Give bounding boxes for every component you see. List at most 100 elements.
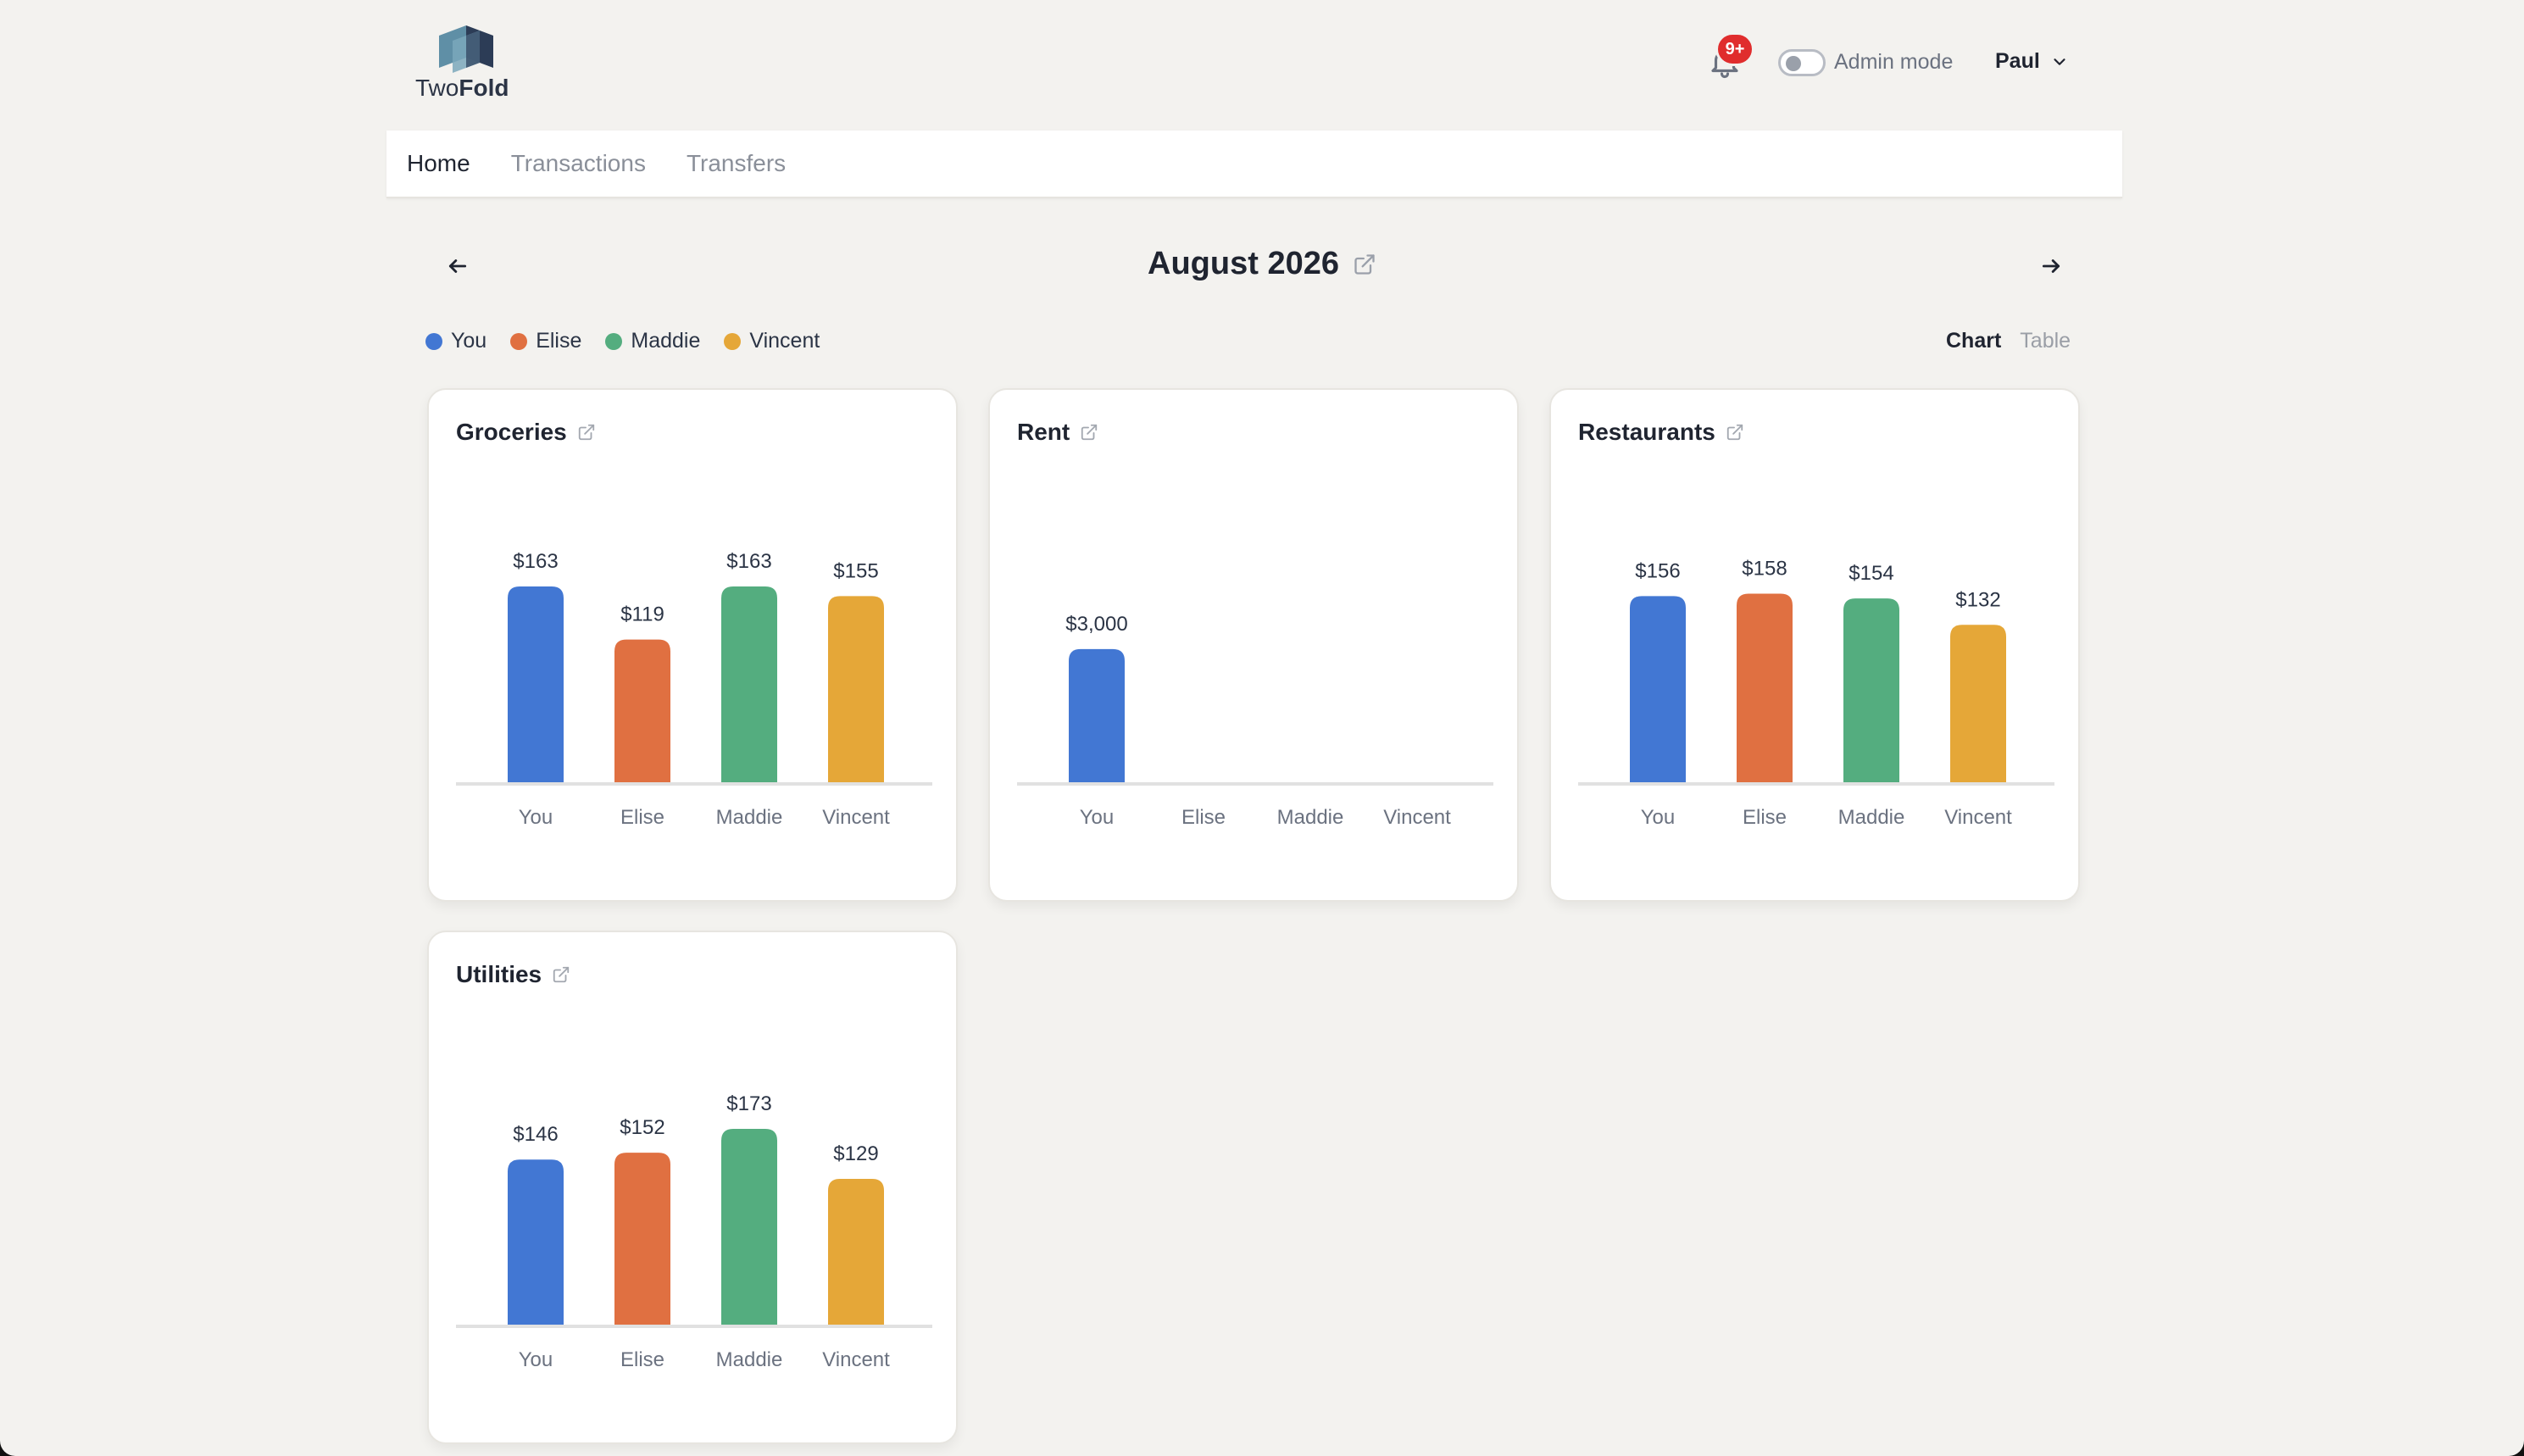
bar-value-label: $132: [1955, 588, 2000, 611]
x-tick-label: Maddie: [716, 1348, 783, 1371]
external-link-icon[interactable]: [577, 423, 596, 442]
legend-label: Elise: [536, 329, 582, 353]
bar-value-label: $156: [1635, 559, 1680, 582]
utilities-bar-chart: $146 You $152 Elise $173 Maddie $129 Vincent: [456, 1092, 932, 1371]
admin-mode-label: Admin mode: [1834, 50, 1954, 74]
arrow-left-icon: [448, 259, 467, 273]
chart-bar[interactable]: [828, 596, 884, 783]
x-tick-label: You: [519, 806, 553, 829]
x-tick-label: You: [1080, 806, 1115, 829]
rent-bar-chart: $3,000 You Elise Maddie Vincent: [1017, 613, 1493, 829]
legend: You Elise Maddie Vincent: [425, 329, 820, 353]
legend-label: Maddie: [631, 329, 701, 353]
chart-bar[interactable]: [508, 586, 564, 783]
legend-dot: [724, 332, 742, 350]
legend-item-maddie: Maddie: [605, 329, 700, 353]
bar-value-label: $3,000: [1065, 613, 1127, 636]
app-logo[interactable]: TwoFold: [415, 24, 525, 103]
chart-bar[interactable]: [1950, 625, 2006, 783]
category-card-groceries: Groceries $163 You $119 Elise $163 Maddie $155…: [427, 388, 958, 902]
card-header: Restaurants: [1578, 419, 1744, 446]
chart-bar[interactable]: [614, 1153, 670, 1325]
groceries-bar-chart: $163 You $119 Elise $163 Maddie $155 Vincent: [456, 550, 932, 829]
x-tick-label: Maddie: [716, 806, 783, 829]
legend-label: Vincent: [749, 329, 820, 353]
chart-bar[interactable]: [508, 1159, 564, 1325]
bar-value-label: $152: [620, 1116, 664, 1139]
card-title: Groceries: [456, 419, 567, 445]
restaurants-bar-chart: $156 You $158 Elise $154 Maddie $132 Vincent: [1578, 557, 2054, 829]
bar-value-label: $173: [726, 1092, 771, 1115]
logo-icon: [439, 25, 493, 73]
legend-item-you: You: [425, 329, 486, 353]
chart-bar[interactable]: [721, 1129, 777, 1325]
toggle-knob: [1786, 56, 1801, 71]
chart-bar[interactable]: [828, 1179, 884, 1325]
external-link-icon[interactable]: [1726, 423, 1744, 442]
chart-bar[interactable]: [1843, 598, 1899, 783]
card-title: Utilities: [456, 961, 542, 987]
external-link-icon[interactable]: [1353, 253, 1376, 276]
legend-dot: [605, 332, 623, 350]
x-tick-label: You: [519, 1348, 553, 1371]
external-link-icon[interactable]: [1080, 423, 1098, 442]
arrow-right-icon: [2042, 259, 2060, 273]
tab-transfers[interactable]: Transfers: [686, 150, 787, 176]
month-header: August 2026: [0, 246, 2524, 282]
chart-bar[interactable]: [1069, 648, 1125, 783]
chart-bar[interactable]: [614, 639, 670, 783]
bar-value-label: $163: [726, 550, 771, 573]
legend-item-elise: Elise: [510, 329, 581, 353]
legend-item-vincent: Vincent: [724, 329, 820, 353]
x-tick-label: Vincent: [822, 806, 890, 829]
next-month-button[interactable]: [2034, 251, 2068, 281]
legend-label: You: [451, 329, 487, 353]
external-link-icon[interactable]: [552, 965, 570, 984]
chart-bar[interactable]: [1630, 596, 1686, 783]
category-card-rent: Rent $3,000 You Elise Maddie Vincent: [988, 388, 1519, 902]
previous-month-button[interactable]: [441, 251, 475, 281]
window-corner-bottom-left: [0, 1425, 31, 1456]
category-card-restaurants: Restaurants $156 You $158 Elise $154 Maddie $1…: [1549, 388, 2080, 902]
view-toggle: Chart Table: [1946, 329, 2071, 353]
x-tick-label: Elise: [620, 1348, 664, 1371]
legend-dot: [510, 332, 528, 350]
admin-mode-toggle[interactable]: [1778, 49, 1826, 76]
category-card-utilities: Utilities $146 You $152 Elise $173 Maddie $129…: [427, 931, 958, 1444]
bar-value-label: $158: [1742, 557, 1787, 580]
x-tick-label: Elise: [1743, 806, 1787, 829]
card-header: Utilities: [456, 961, 570, 988]
bar-value-label: $163: [513, 550, 558, 573]
bar-value-label: $154: [1849, 562, 1893, 585]
bar-value-label: $146: [513, 1123, 558, 1146]
card-title: Restaurants: [1578, 419, 1715, 445]
x-tick-label: Vincent: [1944, 806, 2012, 829]
x-tick-label: Vincent: [1383, 806, 1451, 829]
bar-value-label: $155: [833, 559, 878, 582]
card-title: Rent: [1017, 419, 1070, 445]
bar-value-label: $129: [833, 1142, 878, 1165]
x-tick-label: Vincent: [822, 1348, 890, 1371]
x-tick-label: Maddie: [1277, 806, 1344, 829]
x-tick-label: Elise: [620, 806, 664, 829]
notifications-badge: 9+: [1715, 32, 1754, 66]
card-header: Rent: [1017, 419, 1098, 446]
view-table-button[interactable]: Table: [2020, 329, 2071, 353]
user-menu-button[interactable]: Paul: [1995, 49, 2069, 74]
month-title: August 2026: [1148, 246, 1339, 281]
main-nav: Home Transactions Transfers: [386, 131, 2122, 198]
tab-home[interactable]: Home: [407, 150, 470, 176]
user-name: Paul: [1995, 49, 2040, 73]
x-tick-label: Maddie: [1838, 806, 1905, 829]
tab-transactions[interactable]: Transactions: [510, 150, 646, 176]
window-corner-bottom-right: [2493, 1425, 2524, 1456]
x-tick-label: Elise: [1181, 806, 1226, 829]
logo-wordmark: TwoFold: [415, 75, 509, 101]
chart-bar[interactable]: [721, 586, 777, 783]
bar-value-label: $119: [620, 603, 664, 626]
x-tick-label: You: [1641, 806, 1676, 829]
legend-dot: [425, 332, 442, 350]
view-chart-button[interactable]: Chart: [1946, 329, 2002, 353]
chart-bar[interactable]: [1737, 593, 1793, 783]
card-header: Groceries: [456, 419, 596, 446]
